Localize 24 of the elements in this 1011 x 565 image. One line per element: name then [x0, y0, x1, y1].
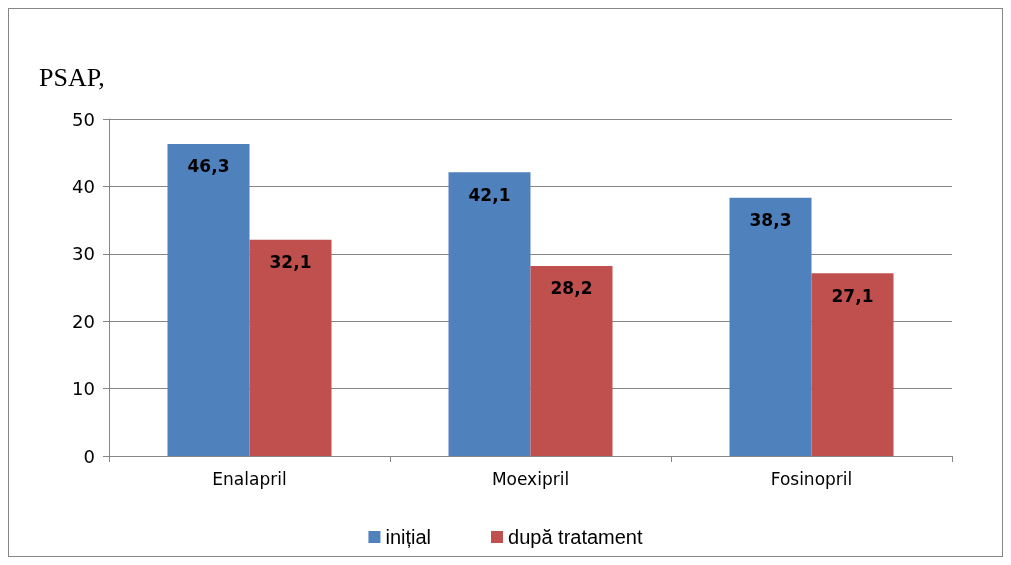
bar — [530, 265, 613, 456]
y-tick-label: 30 — [72, 243, 95, 265]
data-label: 46,3 — [187, 156, 230, 177]
x-tick-label: Fosinopril — [770, 468, 853, 489]
bar — [249, 239, 332, 456]
bar — [448, 172, 531, 456]
bar — [167, 143, 250, 456]
y-axis-title: PSAP, — [39, 62, 105, 92]
x-tick-label: Enalapril — [212, 468, 287, 489]
data-label: 38,3 — [749, 210, 792, 231]
data-label: 32,1 — [269, 252, 312, 273]
legend-label: după tratament — [508, 526, 643, 548]
y-tick-label: 10 — [72, 378, 95, 400]
bar — [729, 197, 812, 456]
y-tick-label: 0 — [83, 445, 95, 467]
legend-label: inițial — [385, 526, 432, 548]
bar — [811, 273, 894, 456]
data-label: 42,1 — [468, 184, 511, 205]
y-tick-label: 20 — [72, 310, 95, 332]
data-label: 27,1 — [831, 285, 874, 306]
y-tick-label: 50 — [72, 108, 95, 130]
data-label: 28,2 — [550, 278, 593, 299]
y-tick-label: 40 — [72, 175, 95, 197]
x-tick-label: Moexipril — [491, 468, 570, 489]
